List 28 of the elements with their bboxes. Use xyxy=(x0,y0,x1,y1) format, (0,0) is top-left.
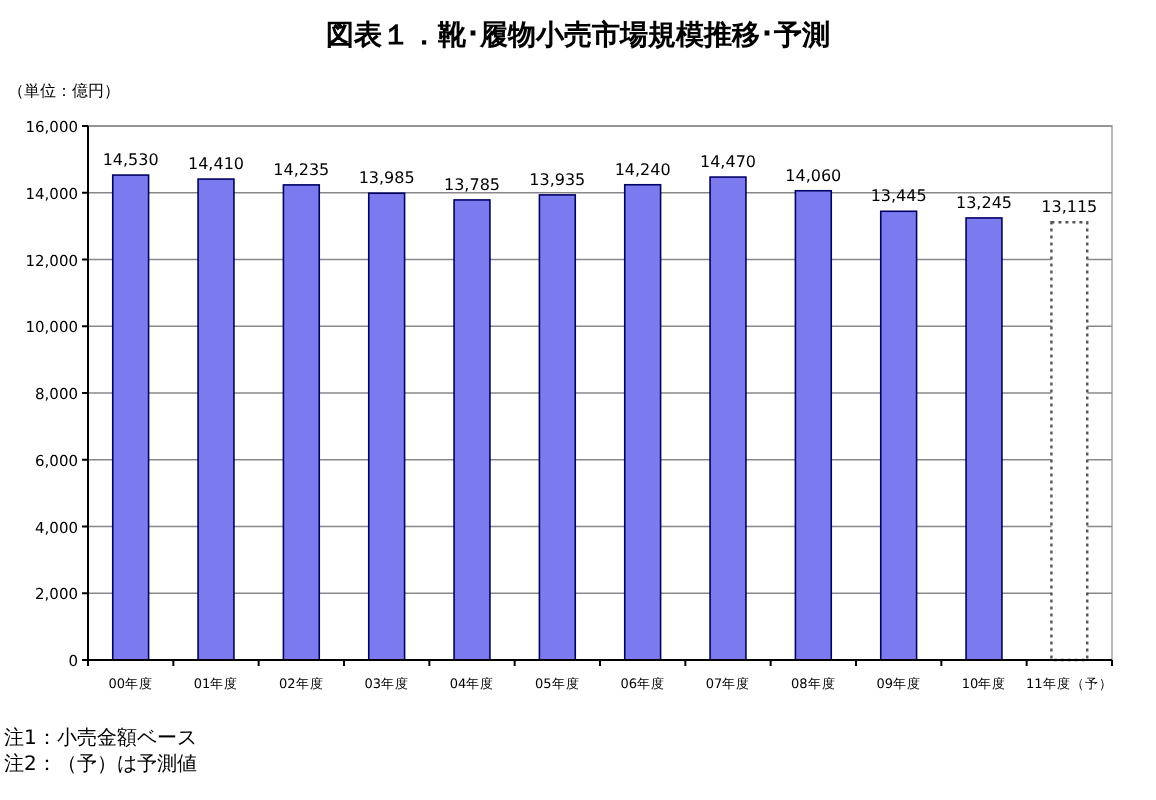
data-label: 13,935 xyxy=(529,170,586,189)
data-label: 13,245 xyxy=(956,193,1012,212)
text: 注2：（予）は予測値 xyxy=(4,752,197,776)
y-axis-title: （単位：億円） xyxy=(8,82,120,100)
chart-title: 図表１．靴･履物小売市場規模推移･予測 xyxy=(326,18,830,52)
data-label: 13,785 xyxy=(444,175,500,194)
bar xyxy=(879,210,918,661)
bar xyxy=(623,183,662,661)
bar xyxy=(1050,221,1089,662)
data-label: 14,530 xyxy=(102,151,159,170)
data-label: 13,115 xyxy=(1041,198,1098,217)
bar xyxy=(197,178,235,661)
data-label: 14,410 xyxy=(188,155,244,174)
bar xyxy=(367,192,406,661)
bar xyxy=(794,189,833,661)
text: 注1：小売金額ベース xyxy=(4,726,197,750)
data-label: 14,235 xyxy=(273,160,330,179)
data-label: 13,445 xyxy=(870,187,927,206)
bar xyxy=(965,217,1003,661)
data-label: 14,240 xyxy=(614,160,671,179)
data-label: 14,470 xyxy=(700,153,756,172)
bar xyxy=(453,199,491,661)
data-label: 14,060 xyxy=(785,166,842,185)
bar xyxy=(111,174,150,661)
data-label: 13,985 xyxy=(358,169,415,188)
bar xyxy=(538,194,577,661)
bar xyxy=(709,176,747,661)
bar xyxy=(282,184,321,661)
